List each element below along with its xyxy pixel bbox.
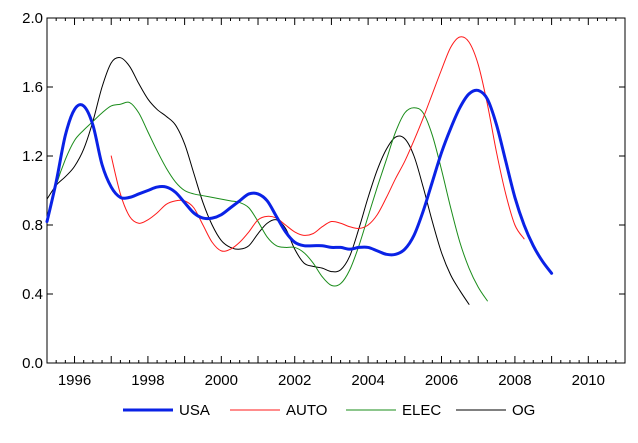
x-tick-label: 2004 [351,372,384,389]
series-line-usa [45,88,554,275]
legend-label-elec: ELEC [402,402,441,419]
y-axis: 0.0 0.4 0.8 1.2 1.6 2.0 [22,10,625,372]
y-tick-label: 0.4 [22,286,43,303]
legend-label-usa: USA [179,402,210,419]
y-tick-label: 0.0 [22,355,43,372]
y-tick-label: 1.2 [22,148,43,165]
series-layer [45,36,554,305]
y-tick-label: 2.0 [22,10,43,27]
y-tick-label: 1.6 [22,79,43,96]
plot-frame [46,17,626,364]
legend-label-og: OG [512,402,535,419]
x-tick-label: 2000 [205,372,238,389]
x-tick-label: 1996 [58,372,91,389]
x-tick-label: 2010 [572,372,605,389]
x-tick-label: 2008 [498,372,531,389]
legend-label-auto: AUTO [286,402,327,419]
x-tick-label: 1998 [131,372,164,389]
x-tick-label: 2006 [425,372,458,389]
y-tick-label: 0.8 [22,217,43,234]
series-line-elec [46,101,488,302]
x-tick-label: 2002 [278,372,311,389]
series-line-auto [110,36,525,252]
series-line-og [46,57,470,305]
x-axis: 1996 1998 2000 2002 2004 2006 2008 2010 [46,18,626,389]
legend: USA AUTO ELEC OG [123,402,535,419]
